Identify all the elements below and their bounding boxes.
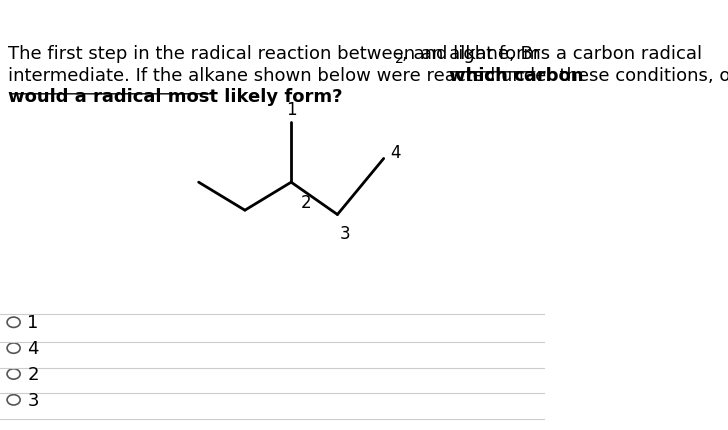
Text: 4: 4	[27, 339, 39, 357]
Text: 1: 1	[286, 100, 296, 118]
Text: which carbon: which carbon	[449, 67, 584, 85]
Text: 4: 4	[390, 144, 400, 162]
Text: 1: 1	[27, 313, 39, 332]
Text: would a radical most likely form?: would a radical most likely form?	[8, 88, 343, 106]
Text: 3: 3	[340, 224, 351, 243]
Text: intermediate. If the alkane shown below were reacted under these conditions, on: intermediate. If the alkane shown below …	[8, 67, 728, 85]
Text: The first step in the radical reaction between an alkane, Br: The first step in the radical reaction b…	[8, 45, 540, 63]
Text: 2: 2	[301, 194, 312, 212]
Text: 2: 2	[27, 365, 39, 383]
Text: , and light forms a carbon radical: , and light forms a carbon radical	[402, 45, 702, 63]
Text: 2: 2	[395, 52, 404, 65]
Text: 3: 3	[27, 391, 39, 409]
